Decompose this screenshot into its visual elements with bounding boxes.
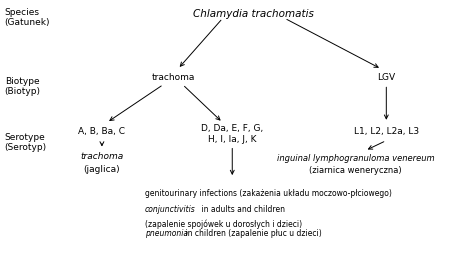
Text: Species
(Gatunek): Species (Gatunek) — [5, 8, 50, 27]
Text: A, B, Ba, C: A, B, Ba, C — [78, 126, 126, 135]
Text: (ziarnica weneryczna): (ziarnica weneryczna) — [309, 166, 402, 175]
Text: genitourinary infections (zakażenia układu moczowo-płciowego): genitourinary infections (zakażenia ukła… — [145, 188, 392, 197]
Text: in adults and children: in adults and children — [199, 204, 285, 213]
Text: (zapalenie spojówek u dorosłych i dzieci): (zapalenie spojówek u dorosłych i dzieci… — [145, 218, 301, 228]
Text: Serotype
(Serotyp): Serotype (Serotyp) — [5, 132, 47, 151]
Text: trachoma: trachoma — [80, 152, 124, 161]
Text: in children (zapalenie płuc u dzieci): in children (zapalenie płuc u dzieci) — [183, 229, 322, 237]
Text: conjunctivitis: conjunctivitis — [145, 204, 195, 213]
Text: LGV: LGV — [377, 73, 395, 82]
Text: Biotype
(Biotyp): Biotype (Biotyp) — [5, 76, 41, 96]
Text: L1, L2, L2a, L3: L1, L2, L2a, L3 — [354, 126, 419, 135]
Text: trachoma: trachoma — [151, 73, 195, 82]
Text: pneumonia: pneumonia — [145, 229, 188, 237]
Text: inguinal lymphogranuloma venereum: inguinal lymphogranuloma venereum — [277, 153, 434, 162]
Text: Chlamydia trachomatis: Chlamydia trachomatis — [193, 9, 314, 19]
Text: (jaglica): (jaglica) — [83, 164, 120, 173]
Text: D, Da, E, F, G,
H, I, Ia, J, K: D, Da, E, F, G, H, I, Ia, J, K — [201, 123, 264, 143]
